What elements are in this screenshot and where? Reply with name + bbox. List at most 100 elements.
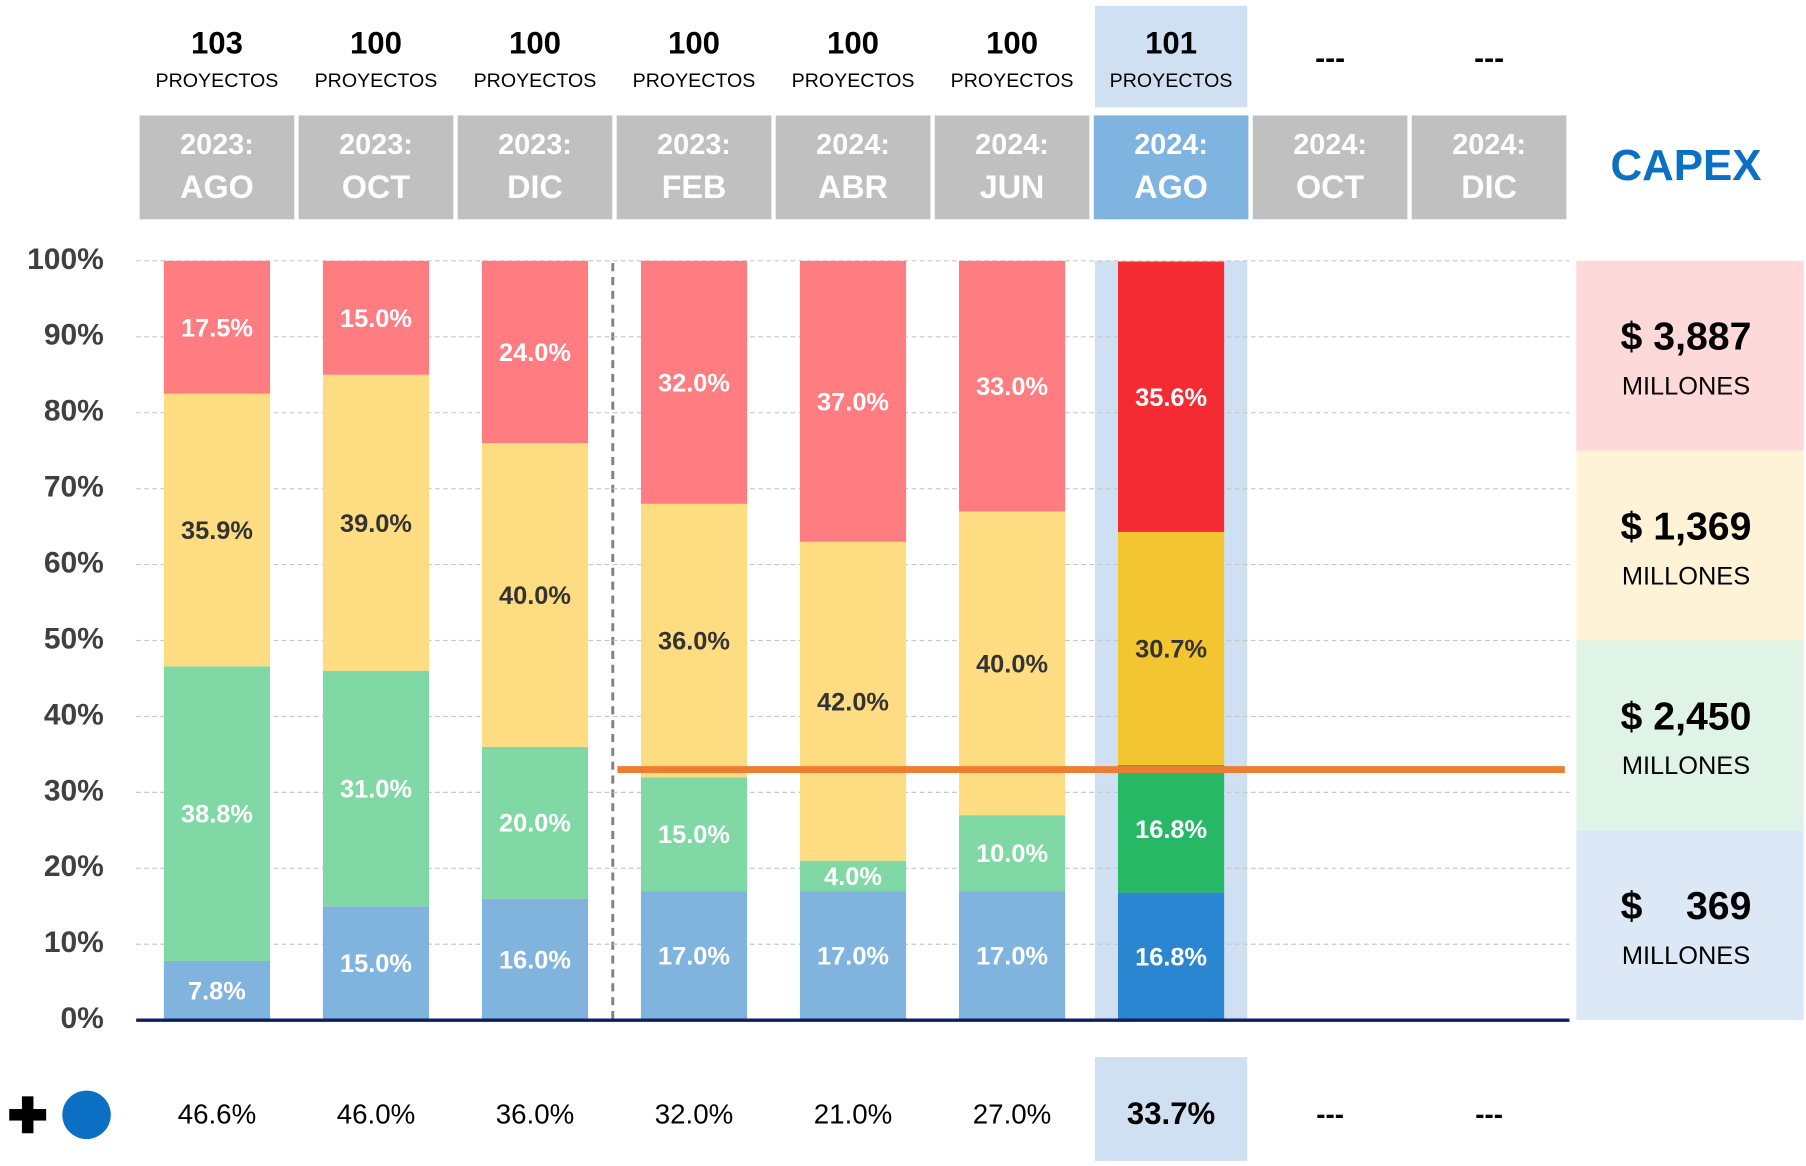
highlight-bg [1094, 5, 1248, 108]
category-header [934, 115, 1090, 220]
project-unit: PROYECTOS [156, 70, 279, 92]
bar-segment [640, 260, 748, 504]
bar-segment [322, 260, 430, 375]
capex-box [1576, 830, 1804, 1021]
project-unit: PROYECTOS [474, 70, 597, 92]
project-count: 101 [1145, 25, 1197, 60]
bottom-value: 27.0% [973, 1098, 1052, 1129]
project-count: 100 [827, 25, 879, 60]
category-year: 2024: [1134, 129, 1208, 161]
bottom-value: 36.0% [496, 1098, 575, 1129]
project-count: 100 [350, 25, 402, 60]
bottom-value: 33.7% [1127, 1096, 1215, 1131]
category-year: 2024: [1452, 129, 1526, 161]
bar-segment [481, 898, 589, 1021]
category-month: AGO [1134, 169, 1208, 205]
project-count: --- [1315, 42, 1345, 75]
bar-segment [799, 860, 907, 892]
category-year: 2024: [816, 129, 890, 161]
y-tick-label: 100% [27, 243, 104, 276]
value-label: 17.0% [817, 943, 889, 971]
capex-unit: MILLONES [1622, 942, 1750, 970]
y-tick-label: 10% [44, 926, 104, 959]
capex-box [1576, 260, 1804, 451]
y-tick-label: 60% [44, 546, 104, 579]
category-header [616, 115, 772, 220]
project-unit: PROYECTOS [633, 70, 756, 92]
bar-segment [322, 906, 430, 1021]
value-label: 36.0% [658, 628, 730, 656]
category-header [139, 115, 295, 220]
bottom-value: --- [1316, 1098, 1344, 1129]
capex-amount: $ 2,450 [1621, 694, 1752, 738]
category-year: 2024: [975, 129, 1049, 161]
project-unit: PROYECTOS [1110, 70, 1233, 92]
bar-segment [640, 503, 748, 778]
category-month: OCT [342, 169, 410, 205]
y-tick-label: 70% [44, 471, 104, 504]
bar-segment [163, 260, 271, 394]
value-label: 35.6% [1135, 384, 1207, 412]
project-count: 100 [668, 25, 720, 60]
capex-unit: MILLONES [1622, 752, 1750, 780]
bar-segment [1117, 765, 1225, 893]
capex-title: CAPEX [1610, 141, 1761, 190]
bar-segment [481, 443, 589, 747]
bar-segment [958, 260, 1066, 512]
bar-segment [958, 511, 1066, 816]
value-label: 40.0% [976, 650, 1048, 678]
value-label: 15.0% [340, 950, 412, 978]
y-tick-label: 50% [44, 622, 104, 655]
value-label: 17.0% [976, 943, 1048, 971]
value-label: 40.0% [499, 582, 571, 610]
bottom-value: 46.0% [337, 1098, 416, 1129]
capex-unit: MILLONES [1622, 372, 1750, 400]
plus-icon [9, 1096, 47, 1134]
value-label: 16.8% [1135, 943, 1207, 971]
category-month: FEB [662, 169, 727, 205]
highlight-bg [1094, 1057, 1248, 1161]
project-count: 100 [986, 25, 1038, 60]
value-label: 30.7% [1135, 635, 1207, 663]
bottom-value: 32.0% [655, 1098, 734, 1129]
category-month: DIC [507, 169, 563, 205]
capex-amount: $ 369 [1621, 884, 1752, 928]
project-count: 103 [191, 25, 243, 60]
bottom-value: --- [1475, 1098, 1503, 1129]
value-label: 4.0% [824, 863, 882, 891]
category-year: 2023: [498, 129, 572, 161]
y-tick-label: 80% [44, 395, 104, 428]
category-year: 2023: [657, 129, 731, 161]
category-month: ABR [818, 169, 888, 205]
value-label: 17.5% [181, 314, 253, 342]
bar-segment [799, 891, 907, 1021]
y-tick-label: 30% [44, 774, 104, 807]
bar-segment [799, 541, 907, 861]
bar-segment [163, 960, 271, 1021]
bar-segment [481, 260, 589, 444]
bar-segment [481, 746, 589, 899]
value-label: 38.8% [181, 801, 253, 829]
project-unit: PROYECTOS [315, 70, 438, 92]
value-label: 37.0% [817, 388, 889, 416]
project-count: --- [1474, 42, 1504, 75]
category-year: 2023: [339, 129, 413, 161]
bottom-value: 46.6% [178, 1098, 257, 1129]
bar-segment [1117, 261, 1225, 532]
project-unit: PROYECTOS [792, 70, 915, 92]
category-header [457, 115, 613, 220]
category-header [775, 115, 931, 220]
y-tick-label: 40% [44, 698, 104, 731]
y-tick-label: 90% [44, 319, 104, 352]
project-unit: PROYECTOS [951, 70, 1074, 92]
bottom-value: 21.0% [814, 1098, 893, 1129]
value-label: 35.9% [181, 517, 253, 545]
category-month: AGO [180, 169, 254, 205]
value-label: 7.8% [188, 978, 246, 1006]
category-month: OCT [1296, 169, 1364, 205]
capex-amount: $ 1,369 [1621, 505, 1752, 549]
bar-segment [640, 777, 748, 892]
y-tick-label: 20% [44, 850, 104, 883]
bar-segment [1117, 531, 1225, 766]
category-year: 2023: [180, 129, 254, 161]
